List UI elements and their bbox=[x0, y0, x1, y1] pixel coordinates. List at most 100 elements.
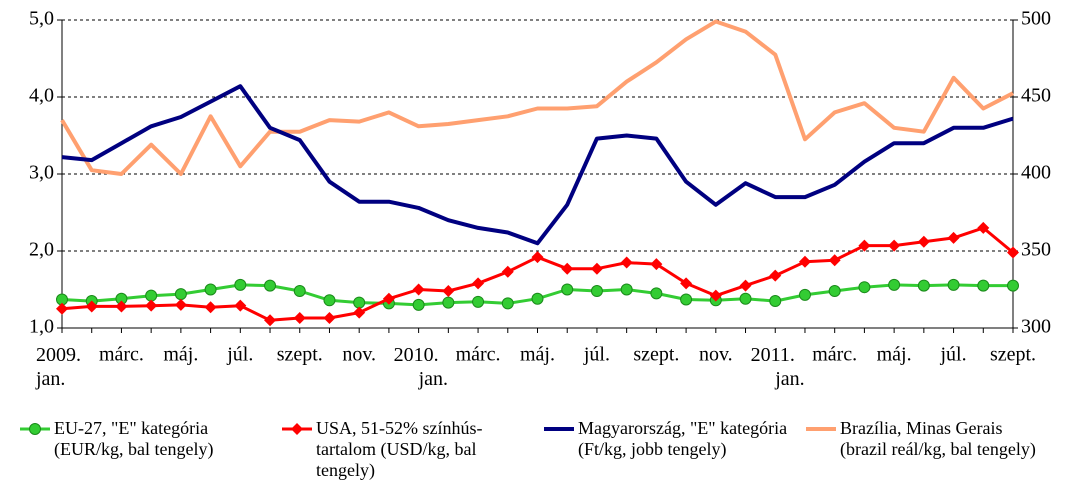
y2-tick-label: 500 bbox=[1021, 8, 1051, 30]
x-tick-label: júl. bbox=[226, 344, 253, 366]
marker bbox=[291, 423, 303, 435]
legend-item: Magyarország, "E" kategória (Ft/kg, jobb… bbox=[542, 418, 804, 481]
y2-tick-label: 400 bbox=[1021, 162, 1051, 184]
x-tick-label: júl. bbox=[940, 344, 967, 366]
marker bbox=[472, 295, 485, 308]
marker bbox=[947, 278, 960, 291]
marker bbox=[798, 255, 811, 268]
marker bbox=[680, 293, 693, 306]
marker bbox=[293, 285, 306, 298]
marker bbox=[293, 311, 306, 324]
legend-swatch bbox=[282, 423, 312, 435]
legend-label: Magyarország, "E" kategória (Ft/kg, jobb… bbox=[578, 418, 788, 459]
marker bbox=[858, 239, 871, 252]
x-tick-label: nov. bbox=[699, 344, 733, 366]
marker bbox=[590, 262, 603, 275]
marker bbox=[29, 423, 41, 435]
y-tick-label: 4,0 bbox=[29, 85, 54, 107]
legend-swatch bbox=[806, 427, 836, 431]
marker bbox=[917, 279, 930, 292]
x-tick-label: 2010. jan. bbox=[394, 344, 448, 390]
marker bbox=[442, 296, 455, 309]
marker bbox=[977, 221, 990, 234]
x-tick-label: 2009. jan. bbox=[35, 344, 86, 390]
marker bbox=[1007, 279, 1019, 292]
marker bbox=[828, 285, 841, 298]
marker bbox=[382, 292, 395, 305]
marker bbox=[798, 288, 811, 301]
marker bbox=[323, 311, 336, 324]
marker bbox=[234, 278, 247, 291]
x-tick-label: nov. bbox=[342, 344, 376, 366]
x-tick-label: márc. bbox=[812, 344, 857, 366]
marker bbox=[769, 269, 782, 282]
marker bbox=[85, 300, 98, 313]
x-tick-label: márc. bbox=[99, 344, 144, 366]
marker bbox=[709, 289, 722, 302]
marker bbox=[323, 294, 336, 307]
legend-label: USA, 51-52% színhús-tartalom (USD/kg, ba… bbox=[316, 418, 483, 480]
x-tick-label: 2011. jan. bbox=[751, 344, 805, 390]
marker bbox=[264, 279, 277, 292]
x-tick-label: szept. bbox=[277, 344, 323, 366]
marker bbox=[680, 277, 693, 290]
marker bbox=[650, 258, 663, 271]
marker bbox=[858, 281, 871, 294]
plot: 1,0 2,0 3,0 4,0 5,0 300 350 400 450 500 2009. jan.… bbox=[29, 8, 1051, 390]
series-line bbox=[60, 19, 1014, 176]
marker bbox=[620, 283, 633, 296]
marker bbox=[264, 314, 277, 327]
marker bbox=[977, 279, 990, 292]
marker bbox=[501, 297, 514, 310]
marker bbox=[769, 295, 782, 308]
y-tick-label: 1,0 bbox=[29, 316, 54, 338]
legend-swatch bbox=[20, 423, 50, 435]
marker bbox=[115, 300, 128, 313]
y-tick-label: 5,0 bbox=[29, 8, 54, 30]
marker bbox=[234, 299, 247, 312]
legend-item: Brazília, Minas Gerais (brazil reál/kg, … bbox=[804, 418, 1066, 481]
y2-tick-label: 450 bbox=[1021, 85, 1051, 107]
marker bbox=[561, 283, 574, 296]
x-tick-label: szept. bbox=[633, 344, 679, 366]
y-tick-label: 2,0 bbox=[29, 239, 54, 261]
marker bbox=[531, 292, 544, 305]
legend: EU-27, "E" kategória (EUR/kg, bal tengel… bbox=[18, 418, 1068, 481]
marker bbox=[412, 298, 425, 311]
x-tick-label: szept. bbox=[990, 344, 1036, 366]
marker bbox=[561, 262, 574, 275]
marker bbox=[828, 254, 841, 267]
marker bbox=[204, 301, 217, 314]
legend-swatch bbox=[544, 427, 574, 431]
marker bbox=[531, 251, 544, 264]
x-tick-label: júl. bbox=[583, 344, 610, 366]
marker bbox=[204, 283, 217, 296]
x-tick-label: máj. bbox=[163, 344, 198, 366]
marker bbox=[145, 299, 158, 312]
marker bbox=[472, 277, 485, 290]
marker bbox=[917, 235, 930, 248]
x-tick-label: máj. bbox=[520, 344, 555, 366]
x-tick-label: márc. bbox=[456, 344, 501, 366]
marker bbox=[174, 298, 187, 311]
legend-label: Brazília, Minas Gerais (brazil reál/kg, … bbox=[840, 418, 1036, 459]
legend-item: EU-27, "E" kategória (EUR/kg, bal tengel… bbox=[18, 418, 280, 481]
marker bbox=[888, 239, 901, 252]
marker bbox=[590, 285, 603, 298]
legend-item: USA, 51-52% színhús-tartalom (USD/kg, ba… bbox=[280, 418, 542, 481]
legend-label: EU-27, "E" kategória (EUR/kg, bal tengel… bbox=[54, 418, 214, 459]
marker bbox=[888, 278, 901, 291]
y-tick-label: 3,0 bbox=[29, 162, 54, 184]
marker bbox=[145, 289, 158, 302]
marker bbox=[650, 287, 663, 300]
marker bbox=[739, 279, 752, 292]
marker bbox=[353, 296, 366, 309]
marker bbox=[442, 285, 455, 298]
x-tick-label: máj. bbox=[877, 344, 912, 366]
marker bbox=[1007, 246, 1019, 259]
marker bbox=[174, 288, 187, 301]
marker bbox=[412, 283, 425, 296]
marker bbox=[501, 265, 514, 278]
marker bbox=[620, 256, 633, 269]
